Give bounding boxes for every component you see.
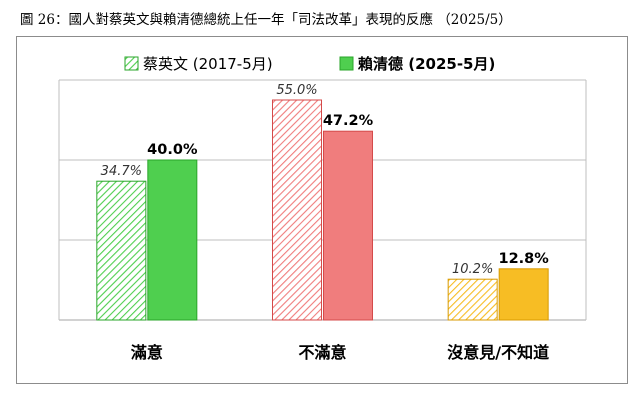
figure-title: 圖 26：國人對蔡英文與賴清德總統上任一年「司法改革」表現的反應 （2025/5…: [20, 12, 512, 28]
bar: [323, 130, 373, 321]
category-label: 滿意: [131, 343, 163, 362]
bar: [147, 159, 198, 321]
bar: [272, 99, 322, 321]
gridlines: [58, 79, 587, 321]
legend-label-series-1: 蔡英文 (2017-5月): [143, 55, 273, 73]
value-label: 10.2%: [452, 262, 493, 277]
category-label: 不滿意: [298, 343, 346, 362]
legend: 蔡英文 (2017-5月) 賴清德 (2025-5月): [124, 55, 495, 73]
value-label: 40.0%: [147, 142, 198, 158]
legend-label-series-2: 賴清德 (2025-5月): [358, 55, 495, 73]
bar: [447, 278, 498, 321]
chart-frame: [16, 36, 628, 384]
category-labels: 滿意 不滿意 沒意見/不知道: [131, 343, 549, 362]
legend-swatch-solid: [339, 56, 354, 71]
value-label: 55.0%: [276, 83, 317, 98]
value-labels: 34.7% 40.0% 55.0% 47.2% 10.2% 12.8%: [101, 83, 550, 277]
bars: [96, 99, 549, 321]
bar: [96, 180, 147, 321]
value-label: 12.8%: [499, 251, 550, 267]
legend-swatch-hatched: [124, 56, 139, 71]
bar: [498, 268, 549, 321]
value-label: 34.7%: [101, 164, 142, 179]
category-label: 沒意見/不知道: [447, 343, 549, 362]
value-label: 47.2%: [323, 113, 374, 129]
